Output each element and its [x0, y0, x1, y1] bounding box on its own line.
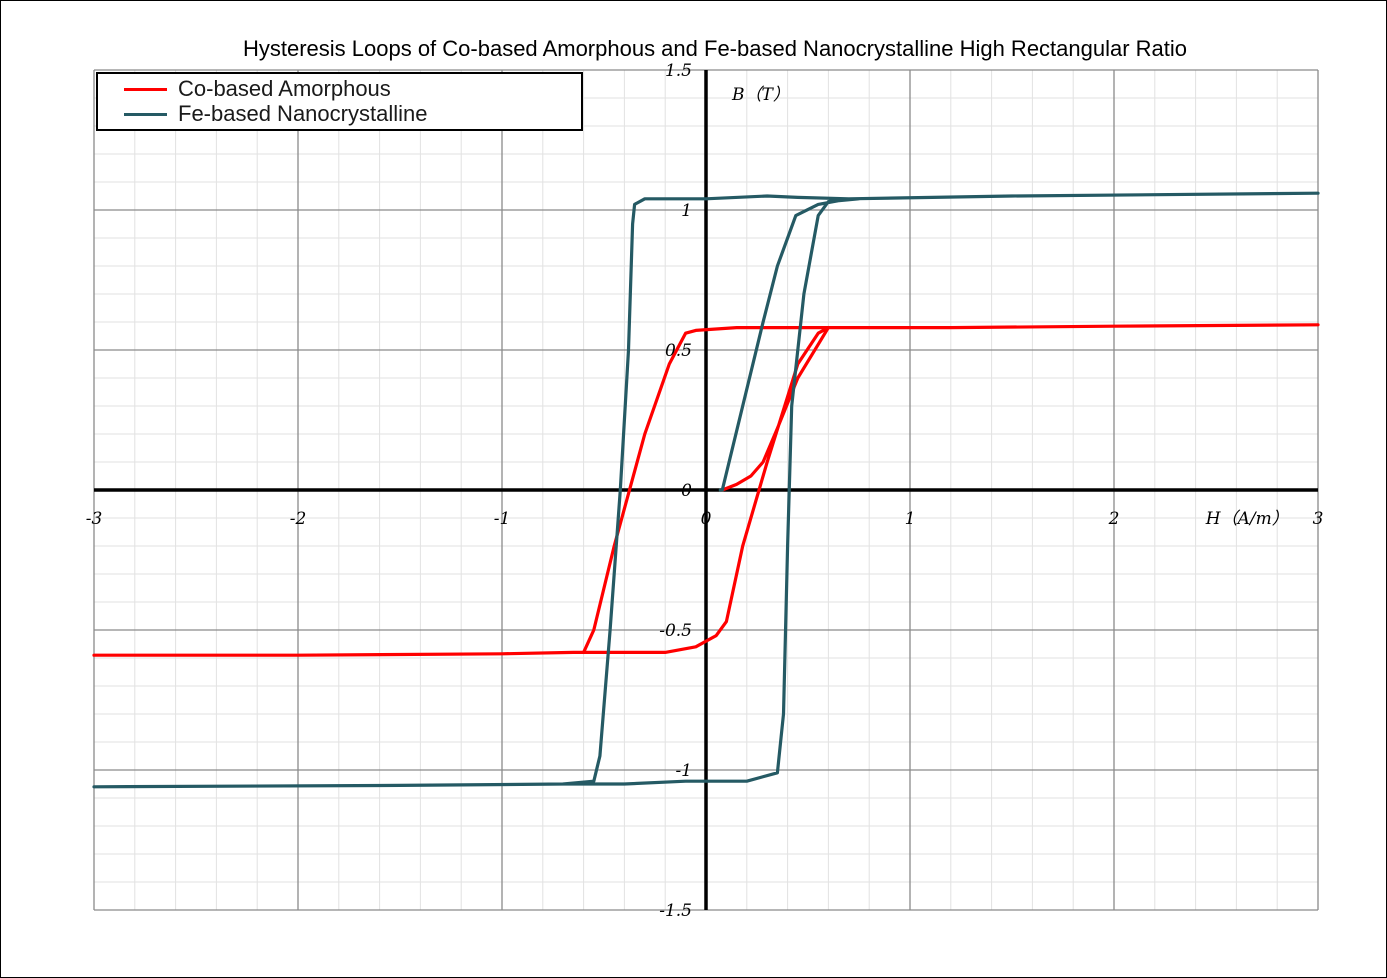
- x-tick-label: -3: [86, 509, 103, 529]
- y-tick-label: -1.5: [659, 901, 692, 921]
- y-tick-label: -1: [675, 761, 692, 781]
- y-tick-label: 1: [681, 201, 692, 221]
- y-tick-label: -0.5: [659, 621, 692, 641]
- x-tick-label: 1: [905, 509, 916, 529]
- axes: [94, 70, 1318, 910]
- series-line-0: [92, 323, 1320, 657]
- legend-item-co-based: Co-based Amorphous: [98, 76, 578, 102]
- legend: Co-based Amorphous Fe-based Nanocrystall…: [96, 72, 583, 131]
- tick-labels: -3 -2 -1 0 1 2 3 -1.5 -1 -0.5 0 0.5 1 1.5: [86, 61, 1324, 921]
- legend-item-fe-based: Fe-based Nanocrystalline: [98, 101, 578, 127]
- y-tick-label: 1.5: [665, 61, 692, 81]
- series-line-1: [92, 191, 1320, 789]
- x-tick-label: -1: [494, 509, 511, 529]
- x-tick-label: 2: [1108, 509, 1120, 529]
- chart-title: Hysteresis Loops of Co-based Amorphous a…: [242, 36, 1188, 61]
- y-tick-label: 0.5: [665, 341, 692, 361]
- y-axis-label: B（T）: [731, 85, 790, 105]
- legend-swatch-fe-based: [124, 113, 167, 116]
- legend-label-fe-based: Fe-based Nanocrystalline: [178, 101, 428, 126]
- legend-swatch-co-based: [124, 88, 167, 91]
- x-tick-label: -2: [290, 509, 307, 529]
- legend-label-co-based: Co-based Amorphous: [178, 76, 391, 101]
- x-tick-label: 0: [701, 509, 712, 529]
- y-tick-label: 0: [681, 481, 692, 501]
- series-group: [92, 191, 1320, 789]
- x-tick-label: 3: [1313, 509, 1324, 529]
- x-axis-label: H（A/m）: [1205, 509, 1289, 529]
